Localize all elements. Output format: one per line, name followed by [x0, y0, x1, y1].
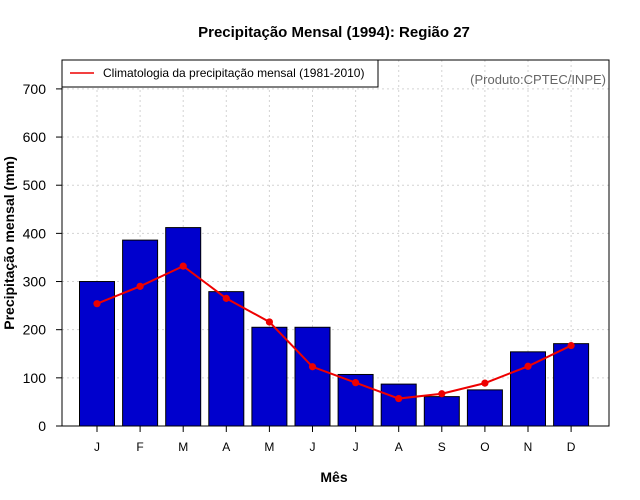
bar-2 — [122, 239, 159, 427]
bar-10 — [466, 389, 503, 427]
bar-12 — [553, 343, 590, 427]
y-tick-label: 500 — [23, 177, 47, 193]
climatology-point-2 — [136, 282, 144, 290]
bar-3 — [165, 227, 202, 427]
legend: Climatologia da precipitação mensal (198… — [61, 59, 379, 88]
climatology-point-8 — [395, 394, 403, 403]
x-tick-label: D — [567, 440, 576, 454]
climatology-point-9 — [438, 390, 446, 398]
climatology-point-6 — [308, 363, 317, 371]
y-tick-label: 300 — [23, 274, 47, 290]
y-axis-label: Precipitação mensal (mm) — [1, 156, 17, 330]
bar-6 — [294, 326, 331, 427]
climatology-line — [96, 264, 572, 400]
legend-label-climatology: Climatologia da precipitação mensal (198… — [103, 66, 364, 80]
x-tick-label: O — [480, 440, 489, 454]
x-tick-label: J — [353, 440, 359, 454]
y-axis: 0 100 200 300 400 500 600 700 — [23, 81, 63, 434]
climatology-point-5 — [265, 318, 273, 326]
source-note: (Produto:CPTEC/INPE) — [470, 72, 606, 87]
bar-4 — [208, 291, 245, 427]
x-tick-label: A — [222, 440, 230, 454]
x-tick-label: S — [438, 440, 446, 454]
y-tick-label: 0 — [38, 418, 46, 434]
y-tick-label: 700 — [23, 81, 47, 97]
y-tick-label: 400 — [23, 225, 47, 241]
climatology-point-1 — [93, 300, 101, 308]
bar-8 — [380, 383, 417, 427]
climatology-point-10 — [481, 379, 489, 387]
x-tick-label: N — [524, 440, 533, 454]
x-tick-label: F — [136, 440, 143, 454]
y-tick-label: 100 — [23, 370, 47, 386]
x-tick-label: J — [94, 440, 100, 454]
bar-9 — [423, 396, 460, 427]
x-tick-label: M — [178, 440, 188, 454]
x-tick-label: M — [264, 440, 274, 454]
climatology-point-7 — [352, 379, 360, 387]
y-tick-label: 200 — [23, 322, 47, 338]
x-tick-label: A — [395, 440, 403, 454]
climatology-point-12 — [567, 341, 575, 350]
climatology-point-4 — [222, 294, 230, 302]
y-tick-label: 600 — [23, 129, 47, 145]
bar-5 — [251, 326, 288, 427]
climatology-line-layer — [93, 262, 575, 403]
x-tick-label: J — [310, 440, 316, 454]
x-axis-label: Mês — [320, 469, 347, 485]
bars-layer — [79, 227, 590, 427]
chart-title: Precipitação Mensal (1994): Região 27 — [198, 24, 470, 41]
climatology-point-11 — [524, 362, 532, 370]
climatology-point-3 — [179, 262, 187, 270]
legend-box — [61, 59, 379, 88]
